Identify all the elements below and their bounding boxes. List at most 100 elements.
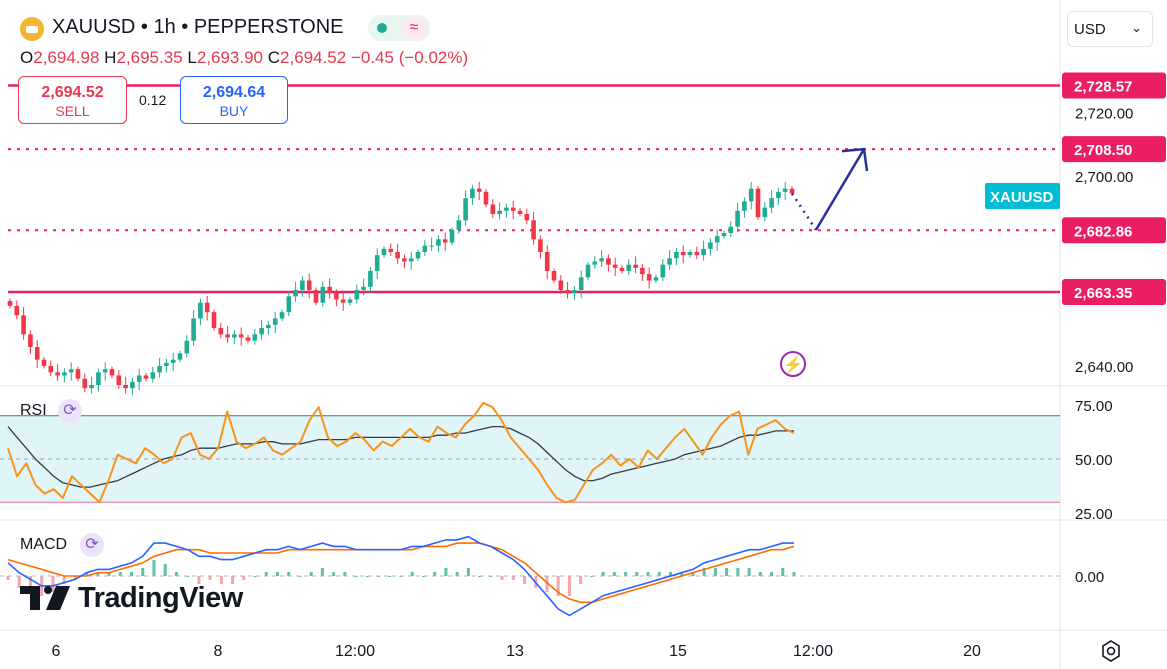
candle-body-65 <box>449 229 455 243</box>
candle-body-92 <box>633 264 638 268</box>
candle-body-34 <box>238 334 244 338</box>
macd-hist-bar-9 <box>107 572 111 576</box>
candle-body-102 <box>701 248 706 256</box>
candle-body-17 <box>123 385 128 389</box>
candle-body-29 <box>204 302 210 313</box>
macd-hist-bar-24 <box>275 572 279 576</box>
candle-body-75 <box>517 210 523 214</box>
macd-hist-bar-59 <box>668 572 672 576</box>
candle-body-91 <box>626 264 632 271</box>
price-tick-2: 2,720.00 <box>1075 106 1133 123</box>
macd-hist-bar-56 <box>635 572 639 576</box>
candle-body-53 <box>368 271 373 287</box>
candle-body-93 <box>640 267 645 275</box>
candle-body-27 <box>191 318 196 341</box>
market-status-badge[interactable]: ≈ <box>368 15 430 41</box>
macd-hist-bar-15 <box>174 572 178 576</box>
buy-price: 2,694.64 <box>202 84 266 101</box>
candle-body-61 <box>422 245 428 252</box>
candle-body-111 <box>762 207 768 218</box>
level-tag-2 <box>1062 217 1166 244</box>
forecast-arrow[interactable] <box>790 147 869 231</box>
candle-body-79 <box>544 252 550 271</box>
ohlc-close-label: C <box>267 48 281 67</box>
candle-body-83 <box>572 290 577 294</box>
macd-hist-bar-7 <box>85 572 89 576</box>
macd-hist-bar-23 <box>264 572 268 576</box>
macd-hist-bar-37 <box>421 576 425 577</box>
macd-hist-bar-63 <box>713 568 717 576</box>
macd-hist-bar-20 <box>231 576 235 584</box>
currency-selector[interactable]: USD ⌄ <box>1067 11 1153 47</box>
chevron-down-icon: ⌄ <box>1131 20 1142 35</box>
candle-body-80 <box>551 271 557 281</box>
axes-layer: 2,640.00 2,700.00 2,720.00 25.00 50.00 75.00 0… <box>52 106 1134 660</box>
candle-body-57 <box>395 252 400 259</box>
macd-hist-bar-68 <box>770 572 774 576</box>
rsi-lines <box>7 401 795 504</box>
tradingview-wordmark: TradingView <box>78 582 243 614</box>
ohlc-change: −0.45 (−0.02%) <box>350 48 469 67</box>
candle-body-32 <box>225 334 230 338</box>
time-tick-0: 6 <box>52 643 61 660</box>
symbol-title[interactable]: XAUUSD • 1h • PEPPERSTONE <box>52 16 344 38</box>
macd-refresh-icon[interactable]: ⟳ <box>80 533 104 557</box>
candle-body-115 <box>789 188 795 194</box>
sell-label: SELL <box>55 103 90 119</box>
ohlc-low-label: L <box>187 48 197 67</box>
settings-icon[interactable] <box>1099 639 1123 663</box>
macd-hist-bar-29 <box>332 572 336 576</box>
candle-body-95 <box>653 277 659 281</box>
candle-body-77 <box>531 220 536 240</box>
candle-body-26 <box>184 340 190 354</box>
candle-body-114 <box>782 188 788 192</box>
candle-body-47 <box>327 286 332 294</box>
time-tick-1: 8 <box>214 643 223 660</box>
candle-body-70 <box>483 191 489 205</box>
candle-body-30 <box>211 312 217 328</box>
macd-hist-bar-32 <box>365 576 369 577</box>
macd-hist-bar-61 <box>691 572 695 576</box>
candle-body-45 <box>313 290 319 303</box>
candle-body-44 <box>306 280 312 290</box>
time-tick-3: 13 <box>506 643 524 660</box>
lightning-icon[interactable]: ⚡ <box>780 351 806 377</box>
time-tick-5: 12:00 <box>793 643 833 660</box>
candle-body-108 <box>742 201 747 211</box>
macd-hist-bar-31 <box>354 576 358 577</box>
gold-bars-icon <box>20 17 44 41</box>
candle-body-12 <box>89 385 94 389</box>
macd-hist-bar-17 <box>197 576 201 584</box>
candle-body-8 <box>62 372 67 376</box>
macd-hist-bar-40 <box>455 572 459 576</box>
macd-hist-bar-0 <box>6 576 10 580</box>
candle-body-35 <box>245 337 251 341</box>
candle-body-55 <box>381 248 387 256</box>
candle-body-24 <box>170 359 176 363</box>
rsi-line <box>7 401 795 504</box>
candle-body-49 <box>340 299 346 303</box>
macd-hist-bar-62 <box>702 568 706 576</box>
macd-hist-bar-19 <box>219 576 223 584</box>
macd-hist-bar-58 <box>657 572 661 576</box>
rsi-tick-1: 50.00 <box>1075 452 1113 469</box>
rsi-refresh-icon[interactable]: ⟳ <box>58 399 82 423</box>
symbol-tag: XAUUSD <box>990 189 1054 206</box>
macd-hist-bar-53 <box>601 572 605 576</box>
spread-value: 0.12 <box>139 92 167 108</box>
macd-hist-bar-18 <box>208 576 212 580</box>
candle-body-18 <box>130 381 135 389</box>
candle-body-112 <box>769 198 774 208</box>
candle-body-89 <box>612 264 618 268</box>
sell-button[interactable]: 2,694.52 SELL <box>18 76 127 124</box>
candle-body-41 <box>286 296 292 313</box>
rsi-pane-label: RSI <box>20 402 47 419</box>
candle-body-42 <box>293 290 298 297</box>
macd-hist-bar-22 <box>253 576 257 577</box>
buy-button[interactable]: 2,694.64 BUY <box>180 76 288 124</box>
macd-hist-bar-49 <box>556 576 560 596</box>
ohlc-low: 2,693.90 <box>196 48 264 67</box>
tradingview-logo-icon <box>20 586 70 610</box>
macd-hist-bar-64 <box>725 568 729 576</box>
candle-body-48 <box>334 293 339 300</box>
